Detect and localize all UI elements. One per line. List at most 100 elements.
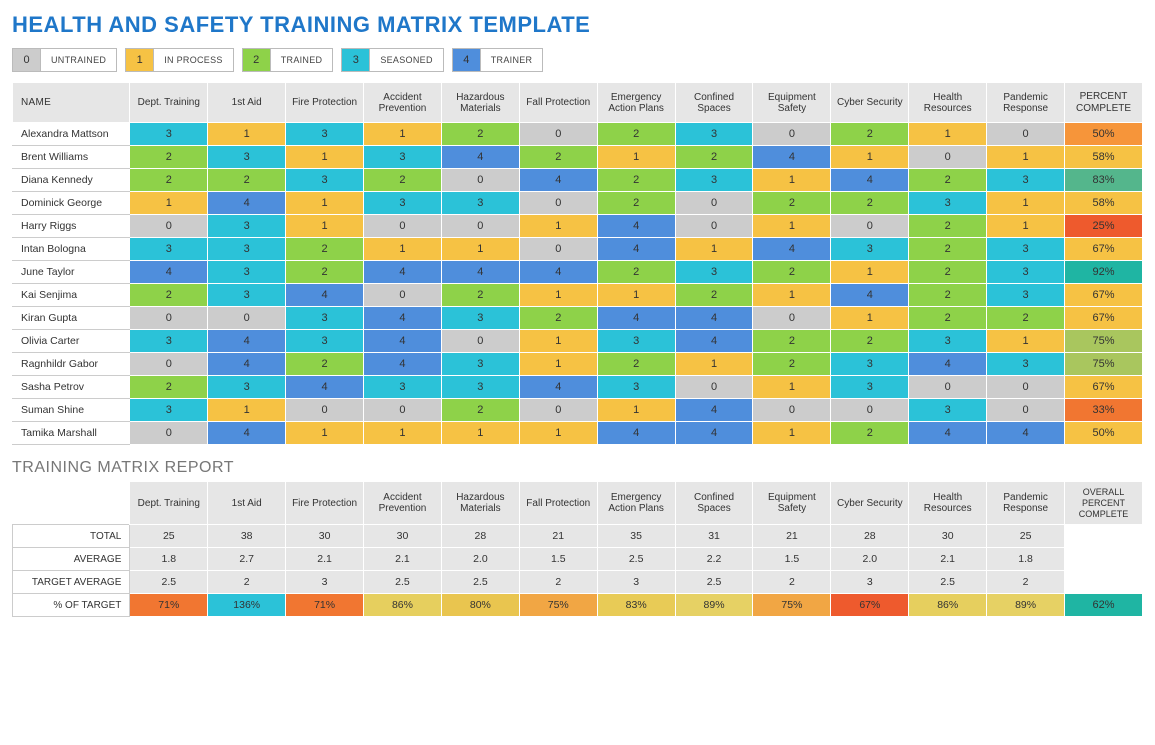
score-cell: 1 [753,284,831,307]
score-cell: 0 [286,399,364,422]
person-name: Diana Kennedy [13,169,130,192]
table-row: Dominick George14133020223158% [13,192,1143,215]
score-cell: 1 [364,422,442,445]
score-cell: 3 [987,284,1065,307]
report-cell: 35 [597,525,675,548]
score-cell: 3 [831,353,909,376]
score-cell: 3 [909,399,987,422]
report-cell: 30 [364,525,442,548]
overall-percent-value: 62% [1065,594,1143,617]
score-cell: 1 [597,146,675,169]
report-cell: 25 [130,525,208,548]
report-row-label: AVERAGE [13,548,130,571]
report-cell: 1.8 [987,548,1065,571]
score-cell: 2 [519,307,597,330]
score-cell: 3 [286,169,364,192]
percent-complete-cell: 67% [1065,284,1143,307]
score-cell: 1 [519,215,597,238]
score-cell: 0 [987,376,1065,399]
score-cell: 4 [208,353,286,376]
score-cell: 0 [987,123,1065,146]
table-row: Olivia Carter34340134223175% [13,330,1143,353]
score-cell: 4 [208,422,286,445]
report-cell: 2.5 [597,548,675,571]
report-row-pct-target: % OF TARGET71%136%71%86%80%75%83%89%75%6… [13,594,1143,617]
score-cell: 2 [597,353,675,376]
score-cell: 2 [909,238,987,261]
score-cell: 3 [909,192,987,215]
score-cell: 1 [441,238,519,261]
score-cell: 1 [364,238,442,261]
report-cell: 21 [753,525,831,548]
score-cell: 1 [753,422,831,445]
score-cell: 4 [753,238,831,261]
score-cell: 3 [286,307,364,330]
score-cell: 3 [208,238,286,261]
pct-of-target-cell: 86% [364,594,442,617]
report-col-header: Cyber Security [831,482,909,525]
col-header: Dept. Training [130,83,208,123]
score-cell: 4 [831,169,909,192]
pct-of-target-cell: 89% [675,594,753,617]
report-cell: 2 [753,571,831,594]
score-cell: 1 [286,422,364,445]
score-cell: 3 [597,376,675,399]
score-cell: 3 [130,330,208,353]
score-cell: 2 [441,284,519,307]
score-cell: 1 [519,353,597,376]
report-cell: 2.5 [909,571,987,594]
score-cell: 3 [987,353,1065,376]
score-cell: 2 [597,123,675,146]
person-name: Dominick George [13,192,130,215]
score-cell: 0 [753,123,831,146]
score-cell: 3 [130,399,208,422]
report-col-header: Equipment Safety [753,482,831,525]
table-row: Kai Senjima23402112142367% [13,284,1143,307]
score-cell: 0 [753,307,831,330]
score-cell: 3 [364,146,442,169]
score-cell: 4 [519,261,597,284]
score-cell: 1 [286,192,364,215]
score-cell: 2 [909,169,987,192]
score-cell: 4 [831,284,909,307]
score-cell: 1 [675,238,753,261]
pct-of-target-cell: 86% [909,594,987,617]
pct-of-target-cell: 89% [987,594,1065,617]
person-name: Harry Riggs [13,215,130,238]
score-cell: 1 [831,261,909,284]
score-cell: 4 [675,422,753,445]
report-cell: 21 [519,525,597,548]
table-row: Harry Riggs03100140102125% [13,215,1143,238]
score-cell: 0 [519,192,597,215]
score-cell: 0 [441,330,519,353]
legend-item: 0UNTRAINED [12,48,117,72]
page-title: HEALTH AND SAFETY TRAINING MATRIX TEMPLA… [12,12,1143,38]
report-cell: 1.5 [753,548,831,571]
score-cell: 2 [130,169,208,192]
legend-item: 4TRAINER [452,48,544,72]
score-cell: 2 [753,330,831,353]
score-cell: 3 [987,261,1065,284]
score-cell: 1 [597,284,675,307]
score-cell: 4 [909,422,987,445]
score-cell: 3 [286,330,364,353]
score-cell: 1 [286,215,364,238]
score-cell: 1 [519,422,597,445]
score-cell: 3 [987,169,1065,192]
legend-label: UNTRAINED [41,55,116,65]
report-table: Dept. Training1st AidFire ProtectionAcci… [12,481,1143,617]
score-cell: 1 [987,330,1065,353]
score-cell: 4 [597,422,675,445]
score-cell: 0 [909,146,987,169]
person-name: Brent Williams [13,146,130,169]
score-cell: 4 [519,169,597,192]
table-row: June Taylor43244423212392% [13,261,1143,284]
table-row: Brent Williams23134212410158% [13,146,1143,169]
col-header: Health Resources [909,83,987,123]
report-cell: 2.5 [441,571,519,594]
score-cell: 2 [753,192,831,215]
score-cell: 3 [909,330,987,353]
score-cell: 2 [909,284,987,307]
score-cell: 2 [130,376,208,399]
table-row: Kiran Gupta00343244012267% [13,307,1143,330]
